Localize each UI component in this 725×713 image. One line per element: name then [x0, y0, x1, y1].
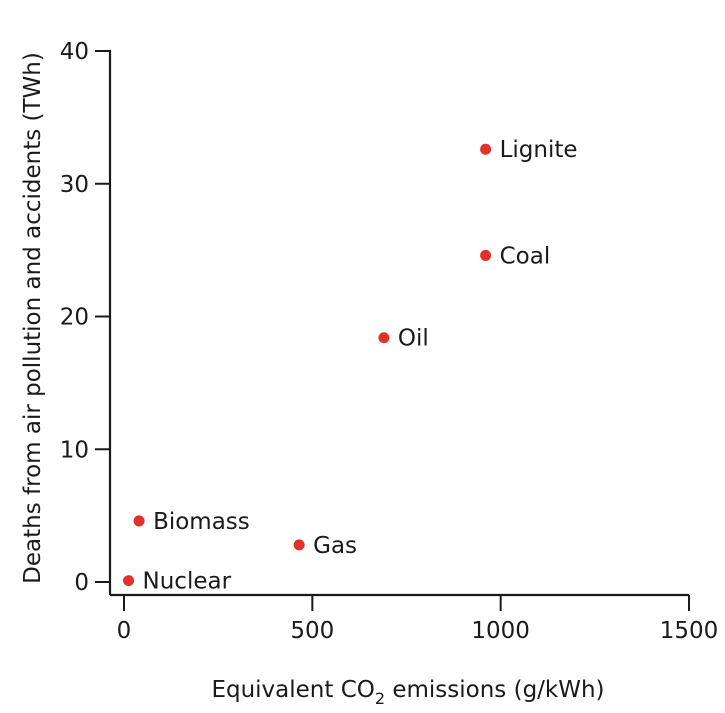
point-label-nuclear: Nuclear	[143, 569, 232, 595]
y-tick-label: 40	[60, 39, 89, 65]
axes	[108, 50, 689, 597]
x-axis-title-part-1: Equivalent CO	[211, 677, 374, 703]
point-gas	[293, 539, 305, 551]
x-tick-label: 1500	[660, 618, 719, 644]
x-tick-label: 500	[290, 618, 334, 644]
point-coal	[480, 249, 492, 261]
x-tick-label: 1000	[471, 618, 530, 644]
data-points: Nuclear Biomass Gas Oil Coal Lignite	[123, 137, 578, 595]
point-lignite	[480, 143, 492, 155]
y-tick-label: 20	[60, 305, 89, 331]
y-ticks: 0 10 20 30 40	[60, 39, 110, 596]
y-axis-title: Deaths from air pollution and accidents …	[20, 52, 46, 584]
x-ticks: 0 500 1000 1500	[117, 595, 719, 644]
point-nuclear	[123, 575, 135, 587]
x-axis-title-part-2: emissions (g/kWh)	[385, 677, 605, 703]
y-tick-label: 0	[74, 570, 89, 596]
point-label-lignite: Lignite	[500, 137, 578, 163]
x-axis-title-subscript: 2	[375, 689, 385, 708]
y-tick-label: 30	[60, 172, 89, 198]
point-label-oil: Oil	[398, 326, 429, 352]
point-biomass	[133, 515, 145, 527]
point-label-biomass: Biomass	[153, 509, 250, 535]
point-label-coal: Coal	[500, 243, 551, 269]
point-oil	[378, 332, 390, 344]
x-axis-title: Equivalent CO2 emissions (g/kWh)	[211, 677, 604, 708]
x-tick-label: 0	[117, 618, 132, 644]
point-label-gas: Gas	[313, 533, 357, 559]
y-tick-label: 10	[60, 437, 89, 463]
